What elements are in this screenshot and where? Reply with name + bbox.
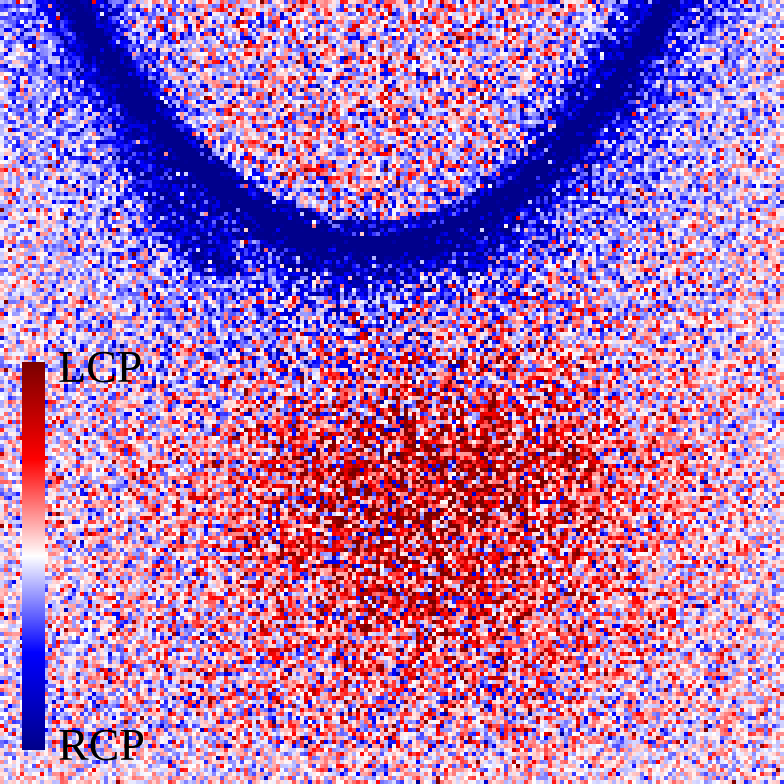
polarization-heatmap [0,0,784,784]
polarization-map: LCP RCP [0,0,784,784]
